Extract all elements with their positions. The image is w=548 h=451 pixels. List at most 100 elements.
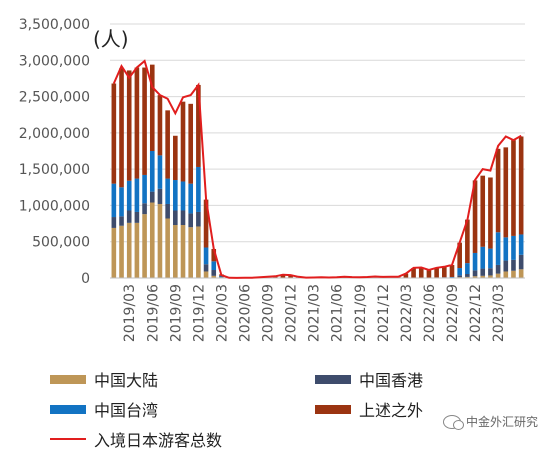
bar-segment: [196, 226, 201, 278]
bar-segment: [211, 270, 216, 276]
watermark: 中金外汇研究: [443, 413, 538, 430]
legend-line-total: [50, 438, 86, 440]
bar-segment: [503, 271, 508, 278]
x-tick-label: 2022/03: [399, 284, 415, 342]
bar-segment: [127, 70, 132, 180]
bar-segment: [434, 268, 439, 277]
bar-segment: [488, 268, 493, 275]
bar-segment: [188, 184, 193, 214]
bar-segment: [188, 227, 193, 278]
bar-segment: [496, 149, 501, 232]
y-tick-label: 1,000,000: [19, 198, 90, 214]
legend-label-others: 上述之外: [359, 397, 423, 421]
x-tick-label: 2021/12: [376, 284, 392, 342]
x-tick-label: 2019/03: [122, 284, 138, 342]
bar-segment: [150, 151, 155, 192]
bar-segment: [188, 213, 193, 227]
bar-segment: [112, 228, 117, 278]
bar-segment: [473, 270, 478, 276]
x-tick-label: 2020/09: [261, 284, 277, 342]
bar-segment: [457, 268, 462, 275]
bar-segment: [457, 275, 462, 277]
x-tick-label: 2019/06: [145, 284, 161, 342]
bar-segment: [150, 65, 155, 151]
bar-segment: [204, 248, 209, 265]
bar-segment: [158, 155, 163, 188]
bar-segment: [181, 181, 186, 210]
bar-segment: [119, 216, 124, 225]
y-tick-label: 0: [81, 271, 90, 287]
y-tick-label: 3,000,000: [19, 53, 90, 69]
x-tick-label: 2022/06: [422, 284, 438, 342]
bar-segment: [150, 203, 155, 278]
bar-segment: [511, 236, 516, 260]
bar-segment: [496, 274, 501, 278]
x-tick-label: 2019/09: [168, 284, 184, 342]
legend-label-hongkong: 中国香港: [359, 367, 423, 391]
y-tick-label: 3,500,000: [19, 17, 90, 33]
bar-segment: [503, 147, 508, 237]
x-tick-label: 2021/06: [330, 284, 346, 342]
bar-segment: [112, 217, 117, 228]
bar-segment: [142, 203, 147, 214]
bar-segment: [158, 204, 163, 278]
unit-label: (人): [93, 27, 129, 51]
bar-segment: [480, 176, 485, 247]
bar-segment: [211, 261, 216, 270]
bar-segment: [142, 68, 147, 175]
bar-segment: [173, 136, 178, 180]
x-tick-label: 2020/12: [284, 284, 300, 342]
bar-segment: [473, 253, 478, 270]
bar-segment: [142, 214, 147, 278]
bar-segment: [135, 223, 140, 278]
bar-segment: [511, 140, 516, 236]
bar-segment: [465, 274, 470, 277]
bar-segment: [173, 180, 178, 210]
bar-segment: [196, 167, 201, 212]
bar-segment: [511, 271, 516, 278]
bar-segment: [165, 110, 170, 178]
bar-segment: [165, 179, 170, 204]
bar-segment: [519, 269, 524, 278]
bar-segment: [119, 68, 124, 187]
bar-segment: [135, 179, 140, 212]
x-tick-label: 2020/03: [214, 284, 230, 342]
legend-item-hongkong: 中国香港: [315, 367, 423, 391]
bar-segment: [519, 255, 524, 270]
bar-segment: [196, 212, 201, 227]
legend-item-taiwan: 中国台湾: [50, 397, 158, 421]
bar-segment: [480, 247, 485, 269]
x-tick-label: 2021/09: [353, 284, 369, 342]
bar-segment: [181, 225, 186, 278]
bar-segment: [135, 212, 140, 223]
x-tick-label: 2022/12: [468, 284, 484, 342]
y-tick-label: 1,500,000: [19, 162, 90, 178]
bar-segment: [488, 249, 493, 269]
bar-segment: [173, 225, 178, 278]
bar-segment: [503, 237, 508, 260]
bar-segment: [519, 234, 524, 254]
bar-segment: [135, 68, 140, 179]
y-tick-label: 500,000: [32, 235, 90, 251]
legend-swatch-hongkong: [315, 375, 351, 384]
x-tick-label: 2021/03: [307, 284, 323, 342]
bar-segment: [442, 267, 447, 278]
y-tick-label: 2,500,000: [19, 90, 90, 106]
bar-segment: [465, 263, 470, 274]
bar-segment: [112, 84, 117, 184]
legend-label-total: 入境日本游客总数: [94, 427, 222, 451]
bar-segment: [165, 204, 170, 219]
bar-segment: [127, 211, 132, 223]
bar-segment: [165, 218, 170, 278]
bar-segment: [488, 177, 493, 248]
bar-segment: [127, 223, 132, 278]
bar-segment: [427, 270, 432, 277]
wechat-icon: [443, 415, 461, 429]
bar-segment: [204, 264, 209, 271]
bar-segment: [150, 192, 155, 203]
bar-segment: [450, 265, 455, 277]
bar-segment: [127, 181, 132, 211]
watermark-text: 中金外汇研究: [466, 413, 538, 430]
legend-swatch-mainland: [50, 375, 86, 384]
legend-item-others: 上述之外: [315, 397, 423, 421]
